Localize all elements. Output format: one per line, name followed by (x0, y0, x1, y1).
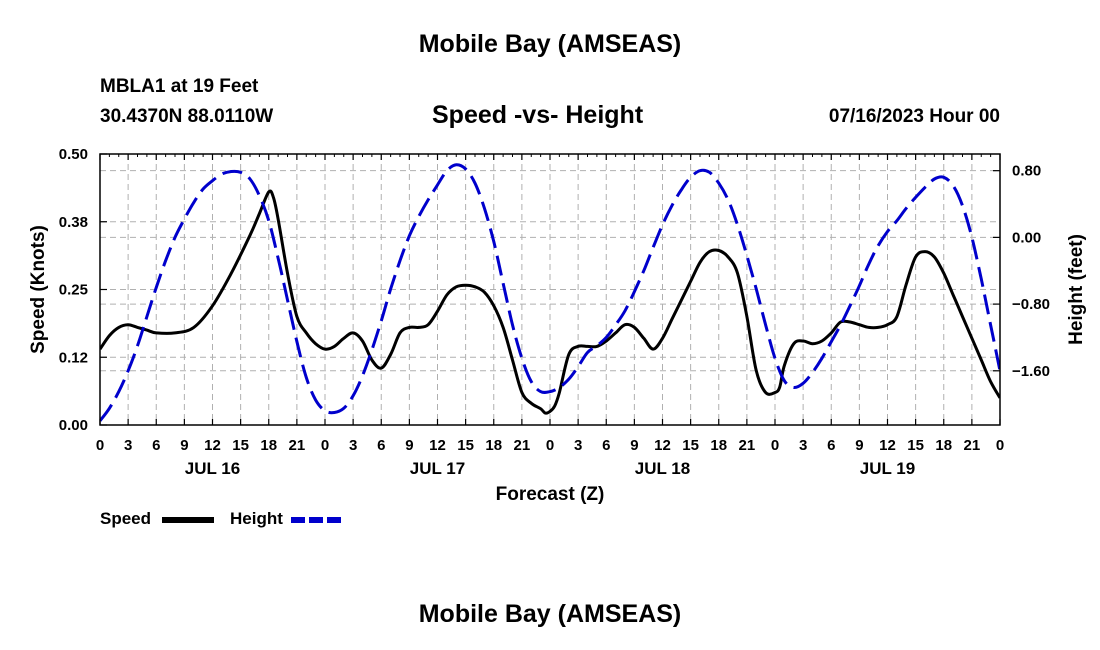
series-line-speed (100, 189, 1000, 415)
x-tick-label: 15 (232, 437, 249, 454)
x-axis-title: Forecast (Z) (496, 484, 605, 505)
y2-axis-title: Height (feet) (1066, 234, 1087, 345)
x-tick-label: 15 (907, 437, 924, 454)
y2-tick-label: −1.60 (1012, 363, 1050, 380)
label-layer: 0 3 6 9 12 15 18 21 0 3 6 9 12 15 18 21 0 3 6 9 12 15 18 21 0 3 6 9… (28, 146, 1087, 505)
x-tick-label: 6 (827, 437, 835, 454)
x-tick-label: 0 (996, 437, 1004, 454)
x-tick-label: 3 (124, 437, 132, 454)
x-day-label: JUL 16 (185, 459, 240, 478)
y-tick-label: 0.38 (59, 214, 88, 231)
legend-speed-swatch (162, 517, 214, 523)
x-tick-label: 21 (739, 437, 756, 454)
x-tick-label: 15 (457, 437, 474, 454)
x-tick-label: 0 (321, 437, 329, 454)
x-tick-label: 0 (771, 437, 779, 454)
x-tick-label: 15 (682, 437, 699, 454)
forecast-datetime: 07/16/2023 Hour 00 (828, 106, 1000, 127)
x-tick-label: 0 (96, 437, 104, 454)
x-tick-label: 21 (289, 437, 306, 454)
y-tick-label: 0.00 (59, 417, 88, 434)
y-tick-label: 0.50 (59, 146, 88, 163)
station-coordinates: 30.4370N 88.0110W (100, 106, 274, 127)
y-tick-label: 0.25 (59, 282, 88, 299)
x-tick-label: 12 (654, 437, 671, 454)
tick-layer (99, 153, 1001, 426)
x-tick-label: 21 (964, 437, 981, 454)
series-layer (100, 163, 1000, 422)
x-day-label: JUL 19 (860, 459, 915, 478)
x-tick-label: 6 (602, 437, 610, 454)
x-tick-label: 3 (574, 437, 582, 454)
x-tick-label: 9 (855, 437, 863, 454)
x-tick-label: 18 (260, 437, 277, 454)
legend-speed-label: Speed (100, 509, 152, 528)
y-axis-title: Speed (Knots) (28, 225, 49, 354)
y2-tick-label: 0.00 (1012, 229, 1041, 246)
legend-height-swatch (291, 517, 343, 523)
grid-layer (100, 154, 1000, 425)
series-line-height (100, 163, 1000, 422)
x-day-label: JUL 17 (410, 459, 465, 478)
repeated-chart-title: Mobile Bay (AMSEAS) (418, 600, 682, 628)
x-tick-label: 12 (204, 437, 221, 454)
x-tick-label: 12 (879, 437, 896, 454)
x-tick-label: 21 (514, 437, 531, 454)
station-label: MBLA1 at 19 Feet (100, 76, 259, 97)
y2-tick-label: −0.80 (1012, 296, 1050, 313)
x-tick-label: 3 (349, 437, 357, 454)
x-tick-label: 9 (630, 437, 638, 454)
speed-height-chart: 0 3 6 9 12 15 18 21 0 3 6 9 12 15 18 21 0 3 6 9 12 15 18 21 0 3 6 9… (28, 146, 1087, 505)
x-tick-label: 9 (180, 437, 188, 454)
x-tick-label: 18 (935, 437, 952, 454)
chart-main-title: Mobile Bay (AMSEAS) (418, 30, 682, 58)
chart-subtitle: Speed -vs- Height (432, 101, 644, 129)
x-tick-label: 12 (429, 437, 446, 454)
x-tick-label: 9 (405, 437, 413, 454)
x-day-label: JUL 18 (635, 459, 690, 478)
x-tick-label: 0 (546, 437, 554, 454)
x-tick-label: 18 (710, 437, 727, 454)
y-tick-label: 0.12 (59, 349, 88, 366)
legend-height-label: Height (230, 509, 283, 528)
x-tick-label: 3 (799, 437, 807, 454)
y2-tick-label: 0.80 (1012, 163, 1041, 180)
x-tick-label: 6 (377, 437, 385, 454)
x-tick-label: 6 (152, 437, 160, 454)
x-tick-label: 18 (485, 437, 502, 454)
